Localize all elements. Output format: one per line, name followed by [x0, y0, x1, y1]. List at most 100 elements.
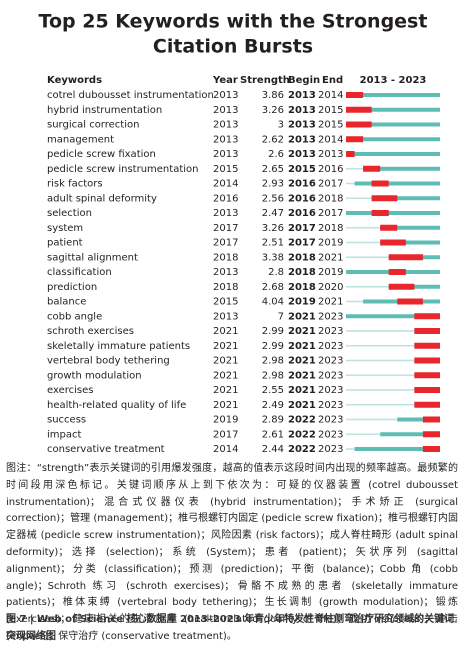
- strength: 2.93: [262, 179, 284, 190]
- strength: 2.8: [268, 267, 284, 278]
- year: 2013: [213, 105, 238, 116]
- column-header: Strength: [240, 75, 290, 86]
- end: 2015: [318, 120, 343, 131]
- year: 2015: [213, 297, 238, 308]
- keyword: vertebral body tethering: [47, 356, 170, 367]
- pre-year-line: [346, 418, 398, 421]
- begin: 2019: [288, 297, 316, 308]
- year: 2021: [213, 356, 238, 367]
- year: 2014: [213, 444, 238, 455]
- begin: 2013: [288, 120, 316, 131]
- keyword: impact: [47, 429, 81, 440]
- begin: 2017: [288, 223, 316, 234]
- burst-bar: [414, 313, 440, 320]
- end: 2023: [318, 385, 343, 396]
- column-header: Keywords: [47, 75, 102, 86]
- end: 2023: [318, 370, 343, 381]
- year: 2013: [213, 134, 238, 145]
- timeline-header: 2013 - 2023: [360, 75, 427, 86]
- keyword: adult spinal deformity: [47, 193, 157, 204]
- burst-bar: [346, 121, 372, 128]
- keyword: risk factors: [47, 179, 103, 190]
- active-bar: [371, 196, 440, 201]
- begin: 2017: [288, 238, 316, 249]
- year: 2013: [213, 90, 238, 101]
- burst-bar: [422, 416, 440, 423]
- active-bar: [346, 211, 440, 215]
- strength: 3.38: [262, 252, 284, 263]
- burst-bar: [414, 372, 440, 379]
- active-bar: [397, 417, 440, 422]
- figure-note: 图注：“strength”表示关键词的引用爆发强度，越高的值表示这段时间内出现的…: [6, 463, 458, 642]
- keyword: management: [47, 134, 114, 145]
- burst-bar: [388, 254, 423, 261]
- begin: 2018: [288, 267, 316, 278]
- strength: 2.99: [262, 341, 284, 352]
- figure-caption: 图 7 | Web of Science 核心数据库 2013–2023 年青少…: [6, 614, 455, 642]
- burst-bar: [371, 195, 398, 202]
- year: 2018: [213, 252, 238, 263]
- burst-bar: [414, 342, 440, 349]
- year: 2021: [213, 385, 238, 396]
- year: 2021: [213, 400, 238, 411]
- burst-bar: [371, 180, 389, 187]
- keyword: success: [47, 415, 86, 426]
- year: 2013: [213, 208, 238, 219]
- strength: 2.56: [262, 193, 284, 204]
- burst-bar: [371, 210, 389, 216]
- begin: 2013: [288, 105, 316, 116]
- year: 2013: [213, 267, 238, 278]
- end: 2023: [318, 444, 343, 455]
- title-line: Top 25 Keywords with the Strongest: [39, 11, 428, 33]
- burst-bar: [388, 283, 415, 290]
- year: 2013: [213, 311, 238, 322]
- keyword: hybrid instrumentation: [47, 105, 162, 116]
- end: 2019: [318, 267, 343, 278]
- pre-year-line: [346, 182, 355, 185]
- burst-table: Top 25 Keywords with the Strongest Citat…: [39, 11, 440, 455]
- begin: 2021: [288, 356, 316, 367]
- burst-bar: [414, 387, 440, 393]
- begin: 2021: [288, 400, 316, 411]
- begin: 2015: [288, 164, 316, 175]
- begin: 2016: [288, 179, 316, 190]
- begin: 2013: [288, 134, 316, 145]
- keyword: growth modulation: [47, 370, 142, 381]
- burst-bar: [422, 431, 440, 438]
- burst-bar: [414, 328, 440, 334]
- end: 2023: [318, 356, 343, 367]
- pre-year-line: [346, 167, 364, 170]
- strength: 3: [278, 120, 284, 131]
- end: 2017: [318, 208, 343, 219]
- active-bar: [346, 314, 440, 319]
- keyword: classification: [47, 267, 112, 278]
- active-bar: [380, 432, 440, 437]
- begin: 2013: [288, 149, 316, 160]
- year: 2017: [213, 223, 238, 234]
- burst-bar: [380, 224, 398, 231]
- year: 2015: [213, 164, 238, 175]
- year: 2021: [213, 326, 238, 337]
- pre-year-line: [346, 433, 381, 436]
- end: 2023: [318, 415, 343, 426]
- column-header: Begin: [288, 75, 320, 86]
- active-bar: [354, 447, 440, 451]
- begin: 2018: [288, 282, 316, 293]
- strength: 2.47: [262, 208, 284, 219]
- keyword: patient: [47, 238, 83, 249]
- end: 2023: [318, 429, 343, 440]
- year: 2013: [213, 120, 238, 131]
- year: 2017: [213, 429, 238, 440]
- end: 2023: [318, 341, 343, 352]
- keyword: schroth exercises: [47, 326, 134, 337]
- keyword: selection: [47, 208, 92, 219]
- begin: 2021: [288, 311, 316, 322]
- burst-bar: [414, 357, 440, 364]
- begin: 2022: [288, 415, 316, 426]
- pre-year-line: [346, 241, 381, 244]
- end: 2016: [318, 164, 343, 175]
- keyword: sagittal alignment: [47, 252, 138, 263]
- pre-year-line: [346, 344, 415, 347]
- begin: 2021: [288, 341, 316, 352]
